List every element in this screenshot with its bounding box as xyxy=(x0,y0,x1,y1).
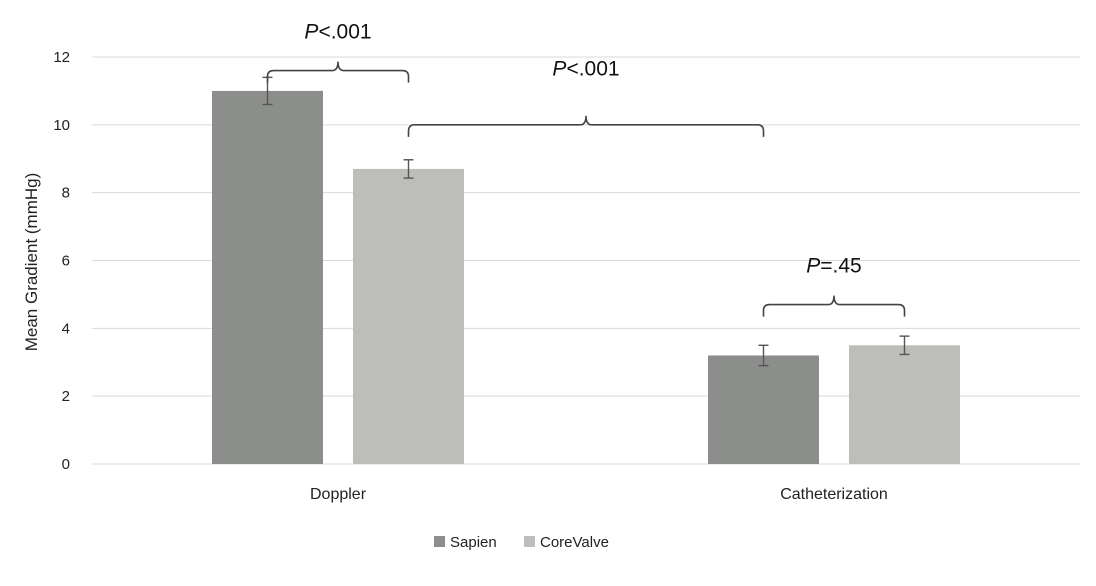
x-category-label-catheterization: Catheterization xyxy=(780,486,888,503)
significance-label-value: <.001 xyxy=(318,20,371,43)
error-bars xyxy=(262,76,910,367)
y-axis-ticks: 0 2 4 6 8 10 12 xyxy=(53,49,70,473)
legend-swatch-corevalve xyxy=(524,536,535,547)
y-tick-label-10: 10 xyxy=(53,117,70,134)
y-tick-label-12: 12 xyxy=(53,49,70,66)
significance-bracket-2 xyxy=(407,115,765,137)
significance-label-p: P xyxy=(552,58,566,81)
legend-swatch-sapien xyxy=(434,536,445,547)
y-axis-title: Mean Gradient (mmHg) xyxy=(22,173,41,352)
y-tick-label-8: 8 xyxy=(62,185,70,202)
error-bar-sapien-catheterization xyxy=(758,344,769,367)
significance-label-2: P<.001 xyxy=(552,58,619,81)
significance-bracket-1 xyxy=(266,61,410,83)
significance-label-value: <.001 xyxy=(566,58,619,81)
y-tick-label-0: 0 xyxy=(62,456,70,473)
bars xyxy=(212,90,960,465)
y-tick-label-6: 6 xyxy=(62,253,70,270)
legend: Sapien CoreValve xyxy=(434,534,609,551)
significance-label-3: P=.45 xyxy=(806,254,861,277)
significance-label-p: P xyxy=(304,20,318,43)
significance-label-1: P<.001 xyxy=(304,20,371,43)
legend-label-sapien: Sapien xyxy=(450,534,497,551)
bar-sapien-catheterization xyxy=(708,355,819,464)
significance-label-p: P xyxy=(806,254,820,277)
error-bar-corevalve-doppler xyxy=(403,159,414,179)
significance-bracket-3 xyxy=(762,295,906,317)
significance-label-value: =.45 xyxy=(820,254,861,277)
error-bar-corevalve-catheterization xyxy=(899,335,910,356)
legend-label-corevalve: CoreValve xyxy=(540,534,609,551)
y-tick-label-4: 4 xyxy=(62,320,70,337)
bar-corevalve-doppler xyxy=(353,168,464,465)
x-category-label-doppler: Doppler xyxy=(310,486,367,503)
y-tick-label-2: 2 xyxy=(62,388,70,405)
bar-corevalve-catheterization xyxy=(849,345,960,464)
x-axis-categories: Doppler Catheterization xyxy=(310,486,888,503)
bar-sapien-doppler xyxy=(212,90,323,465)
